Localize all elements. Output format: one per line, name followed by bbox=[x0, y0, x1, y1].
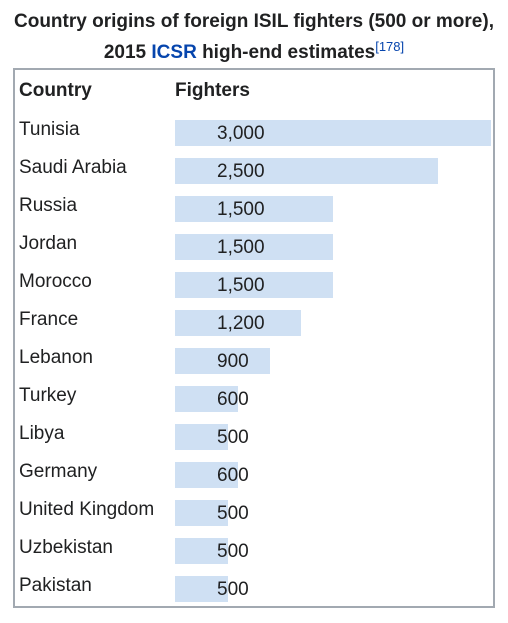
fighters-bar bbox=[175, 500, 228, 526]
chart-caption: Country origins of foreign ISIL fighters… bbox=[0, 6, 508, 68]
table-row: Jordan 1,500 bbox=[15, 232, 493, 270]
table-row: France 1,200 bbox=[15, 308, 493, 346]
fighters-column-header: Fighters bbox=[175, 80, 250, 101]
fighters-value: 500 bbox=[217, 427, 249, 448]
country-label: Morocco bbox=[19, 271, 92, 292]
fighters-bar bbox=[175, 272, 333, 298]
caption-text-end: high-end estimates bbox=[196, 42, 376, 63]
table-row: Lebanon 900 bbox=[15, 346, 493, 384]
fighters-value: 3,000 bbox=[217, 123, 265, 144]
table-row: Pakistan 500 bbox=[15, 574, 493, 612]
country-label: Jordan bbox=[19, 233, 78, 254]
table-row: Russia 1,500 bbox=[15, 194, 493, 232]
country-label: Libya bbox=[19, 423, 65, 444]
table-row: Germany 600 bbox=[15, 460, 493, 498]
fighters-value: 500 bbox=[217, 541, 249, 562]
fighters-value: 1,500 bbox=[217, 275, 265, 296]
citation-link[interactable]: [178] bbox=[375, 39, 405, 54]
fighters-bar bbox=[175, 538, 228, 564]
caption-text: Country origins of foreign ISIL fighters… bbox=[14, 11, 494, 63]
country-label: Russia bbox=[19, 195, 78, 216]
chart-table: Country Fighters Tunisia 3,000 Saudi Arabi… bbox=[13, 68, 495, 608]
country-label: Uzbekistan bbox=[19, 537, 113, 558]
fighters-value: 1,500 bbox=[217, 237, 265, 258]
fighters-value: 500 bbox=[217, 503, 249, 524]
country-label: United Kingdom bbox=[19, 499, 155, 520]
fighters-bar bbox=[175, 158, 438, 184]
fighters-value: 1,200 bbox=[217, 313, 265, 334]
fighters-bar bbox=[175, 348, 270, 374]
fighters-value: 500 bbox=[217, 579, 249, 600]
fighters-bar bbox=[175, 120, 491, 146]
fighters-value: 600 bbox=[217, 465, 249, 486]
fighters-value: 900 bbox=[217, 351, 249, 372]
country-label: Lebanon bbox=[19, 347, 93, 368]
country-column-header: Country bbox=[19, 80, 92, 101]
fighters-bar bbox=[175, 424, 228, 450]
table-row: Turkey 600 bbox=[15, 384, 493, 422]
country-label: France bbox=[19, 309, 79, 330]
fighters-bar bbox=[175, 576, 228, 602]
country-label: Tunisia bbox=[19, 119, 80, 140]
country-label: Saudi Arabia bbox=[19, 157, 127, 178]
fighters-bar bbox=[175, 386, 238, 412]
fighters-bar bbox=[175, 234, 333, 260]
table-row: Libya 500 bbox=[15, 422, 493, 460]
table-row: Morocco 1,500 bbox=[15, 270, 493, 308]
country-label: Turkey bbox=[19, 385, 77, 406]
fighters-bar bbox=[175, 196, 333, 222]
table-row: Saudi Arabia 2,500 bbox=[15, 156, 493, 194]
country-label: Germany bbox=[19, 461, 98, 482]
table-row: Uzbekistan 500 bbox=[15, 536, 493, 574]
table-row: Tunisia 3,000 bbox=[15, 118, 493, 156]
country-label: Pakistan bbox=[19, 575, 92, 596]
fighters-bar bbox=[175, 310, 301, 336]
fighters-value: 600 bbox=[217, 389, 249, 410]
fighters-bar bbox=[175, 462, 238, 488]
fighters-value: 2,500 bbox=[217, 161, 265, 182]
table-row: United Kingdom 500 bbox=[15, 498, 493, 536]
icsr-link[interactable]: ICSR bbox=[151, 42, 197, 63]
fighters-value: 1,500 bbox=[217, 199, 265, 220]
